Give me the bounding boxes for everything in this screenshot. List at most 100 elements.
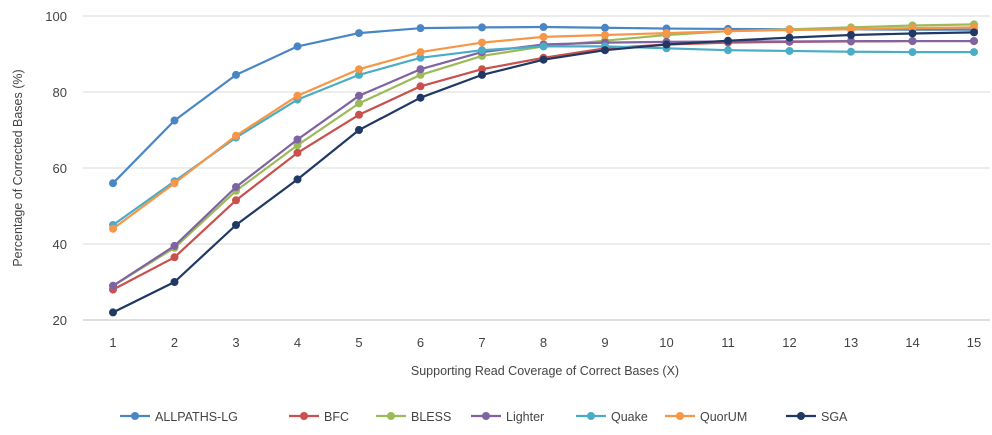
legend-item: Quake: [576, 410, 648, 424]
data-point: [232, 221, 240, 229]
series-line: [112, 31, 975, 314]
legend-marker: [300, 412, 308, 420]
legend-marker: [587, 412, 595, 420]
data-point: [601, 31, 609, 39]
data-point: [293, 42, 302, 51]
legend-marker: [387, 412, 395, 420]
data-point: [293, 91, 302, 100]
gridlines: [83, 15, 990, 245]
data-point: [970, 37, 978, 46]
data-point: [355, 126, 363, 134]
data-point: [170, 278, 179, 286]
x-tick-label: 9: [601, 335, 608, 350]
legend-item: BFC: [289, 410, 349, 424]
data-point: [847, 25, 855, 34]
data-point: [478, 70, 486, 79]
data-point: [908, 29, 917, 38]
data-point: [539, 23, 548, 32]
legend-label: Lighter: [506, 410, 544, 424]
x-tick-label: 10: [659, 335, 673, 350]
legend-label: QuorUM: [700, 410, 747, 424]
data-point: [785, 46, 794, 55]
data-point: [662, 29, 671, 38]
x-tick-label: 1: [109, 335, 116, 350]
data-point: [416, 48, 425, 57]
legend-label: ALLPATHS-LG: [155, 410, 238, 424]
data-point: [355, 65, 363, 74]
data-point: [785, 33, 794, 42]
data-point: [908, 37, 917, 46]
x-tick-label: 7: [478, 335, 485, 350]
data-point: [478, 46, 486, 55]
data-point: [478, 23, 486, 32]
series-line: [112, 39, 974, 287]
data-point: [293, 135, 302, 144]
data-point: [662, 40, 671, 49]
legend-marker: [131, 412, 139, 420]
data-point: [416, 24, 425, 33]
data-point: [170, 116, 179, 125]
data-point: [355, 110, 363, 119]
data-point: [355, 91, 363, 100]
x-tick-label: 4: [294, 335, 301, 350]
legend-item: ALLPATHS-LG: [120, 410, 238, 424]
data-point: [355, 29, 363, 38]
data-point: [847, 47, 855, 56]
x-tick-label: 3: [232, 335, 239, 350]
x-tick-label: 5: [355, 335, 362, 350]
data-point: [232, 131, 240, 140]
x-tick-label: 12: [782, 335, 796, 350]
data-point: [539, 32, 548, 41]
data-point: [970, 48, 978, 57]
data-point: [109, 224, 117, 233]
series-sga: [109, 28, 978, 317]
x-tick-label: 15: [967, 335, 981, 350]
legend-item: Lighter: [471, 410, 544, 424]
legend-label: BFC: [324, 410, 349, 424]
x-tick-label: 2: [171, 335, 178, 350]
data-point: [908, 48, 917, 57]
x-tick-label: 11: [721, 335, 735, 350]
x-axis-title: Supporting Read Coverage of Correct Base…: [411, 364, 679, 378]
series-lines: [109, 20, 978, 317]
data-point: [170, 241, 179, 250]
legend-marker: [482, 412, 490, 420]
series-quorum: [109, 23, 978, 233]
legend-label: BLESS: [411, 410, 451, 424]
y-tick-label: 100: [45, 9, 67, 24]
data-point: [478, 38, 486, 47]
x-tick-label: 6: [417, 335, 424, 350]
data-point: [416, 53, 425, 62]
data-point: [232, 196, 240, 205]
legend-item: SGA: [786, 410, 848, 424]
data-point: [109, 281, 117, 290]
data-point: [539, 42, 548, 51]
legend: ALLPATHS-LG BFC BLESS Lighter Quake QuorUM SGA: [120, 410, 848, 424]
legend-label: SGA: [821, 410, 848, 424]
y-axis-title: Percentage of Corrected Bases (%): [11, 69, 25, 266]
x-tick-label: 14: [905, 335, 919, 350]
data-point: [785, 26, 794, 35]
x-tick-label: 8: [540, 335, 547, 350]
data-point: [293, 148, 302, 157]
data-point: [416, 93, 425, 102]
data-point: [847, 31, 855, 39]
data-point: [416, 82, 425, 91]
data-point: [478, 65, 486, 74]
series-line: [112, 25, 974, 184]
y-tick-label: 40: [53, 237, 67, 252]
data-point: [232, 70, 240, 79]
legend-label: Quake: [611, 410, 648, 424]
y-tick-label: 20: [53, 313, 67, 328]
data-point: [416, 65, 425, 74]
legend-marker: [797, 412, 805, 420]
data-point: [232, 183, 240, 191]
data-point: [355, 99, 363, 108]
y-tick-label: 60: [53, 161, 67, 176]
x-tick-labels: 1 2 3 4 5 6 7 8 9 10 11 12 13 14 15: [109, 335, 981, 350]
data-point: [724, 46, 732, 55]
legend-item: BLESS: [376, 410, 451, 424]
y-tick-labels: 20 40 60 80 100: [45, 9, 67, 328]
data-point: [170, 253, 179, 262]
